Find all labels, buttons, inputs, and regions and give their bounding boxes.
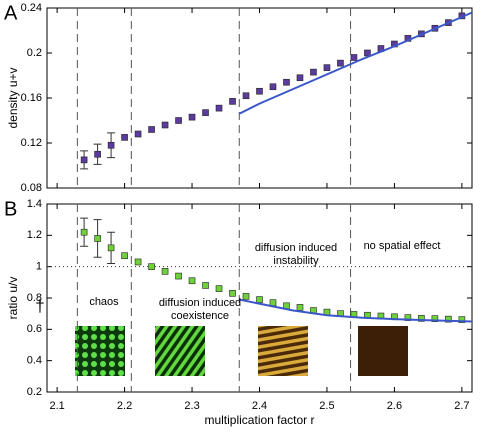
marker xyxy=(121,252,128,259)
y-tick-label: 1 xyxy=(36,261,42,273)
x-tick-label: 2.1 xyxy=(49,400,64,412)
panel-label: A xyxy=(4,2,18,24)
marker xyxy=(296,304,304,311)
marker xyxy=(161,121,169,129)
annotation: † xyxy=(35,296,44,315)
pattern-chaos xyxy=(75,326,125,376)
marker xyxy=(80,156,88,164)
y-tick-label: 0.16 xyxy=(21,92,42,104)
marker xyxy=(364,49,371,57)
pattern-instability xyxy=(258,326,308,376)
x-tick-label: 2.3 xyxy=(184,400,199,412)
marker xyxy=(94,150,101,158)
y-tick-label: 0.6 xyxy=(27,323,42,335)
y-tick-label: 0.2 xyxy=(27,386,42,398)
marker xyxy=(458,316,466,323)
marker xyxy=(134,258,142,266)
marker xyxy=(229,98,236,105)
marker xyxy=(175,272,182,280)
y-tick-label: 0.4 xyxy=(27,355,42,367)
marker xyxy=(121,134,128,141)
marker xyxy=(202,109,209,116)
marker xyxy=(188,113,196,121)
x-tick-label: 2.7 xyxy=(454,400,469,412)
marker xyxy=(107,244,115,252)
y-axis-label: ratio u/v xyxy=(6,277,20,320)
x-tick-label: 2.2 xyxy=(117,400,132,412)
marker xyxy=(269,299,277,307)
pattern-uniform xyxy=(358,326,408,376)
marker xyxy=(256,296,263,303)
x-axis-label: multiplication factor r xyxy=(204,413,314,427)
marker xyxy=(445,315,452,323)
annotation: diffusion induced xyxy=(255,242,337,254)
x-tick-label: 2.5 xyxy=(319,400,334,412)
fit-curve xyxy=(239,298,473,323)
y-axis-label: density u+v xyxy=(6,67,20,128)
marker xyxy=(269,83,277,91)
y-tick-label: 1.2 xyxy=(27,229,42,241)
marker xyxy=(310,68,317,76)
marker xyxy=(161,268,169,275)
marker xyxy=(94,235,101,242)
marker xyxy=(337,59,344,67)
marker xyxy=(350,54,358,61)
annotation: chaos xyxy=(89,296,119,308)
annotation: coexistence xyxy=(171,310,229,322)
annotation: diffusion induced xyxy=(159,297,241,309)
panel-label: B xyxy=(4,198,17,220)
marker xyxy=(188,277,196,285)
marker xyxy=(283,78,290,86)
marker xyxy=(242,293,250,300)
marker xyxy=(134,130,142,138)
marker xyxy=(242,92,250,100)
y-tick-label: 0.8 xyxy=(27,292,42,304)
marker xyxy=(418,315,425,322)
marker xyxy=(323,64,331,71)
y-tick-label: 0.2 xyxy=(27,47,42,59)
marker xyxy=(80,228,88,236)
marker xyxy=(107,141,115,149)
marker xyxy=(229,289,236,297)
fit-curve xyxy=(238,11,473,115)
marker xyxy=(215,104,223,112)
marker xyxy=(256,87,263,95)
annotation: instability xyxy=(273,255,319,267)
y-tick-label: 0.12 xyxy=(21,137,42,149)
marker xyxy=(148,126,155,133)
plot-frame xyxy=(46,7,473,189)
marker xyxy=(148,263,155,270)
x-tick-label: 2.4 xyxy=(252,400,267,412)
marker xyxy=(296,74,304,82)
y-tick-label: 0.24 xyxy=(21,2,42,14)
x-tick-label: 2.6 xyxy=(387,400,402,412)
marker xyxy=(215,285,223,292)
marker xyxy=(202,282,209,289)
marker xyxy=(431,315,439,322)
marker xyxy=(175,117,182,124)
y-tick-label: 0.08 xyxy=(21,182,42,194)
pattern-coexistence xyxy=(155,326,205,376)
annotation: no spatial effect xyxy=(364,240,441,252)
y-tick-label: 1.4 xyxy=(27,198,42,210)
